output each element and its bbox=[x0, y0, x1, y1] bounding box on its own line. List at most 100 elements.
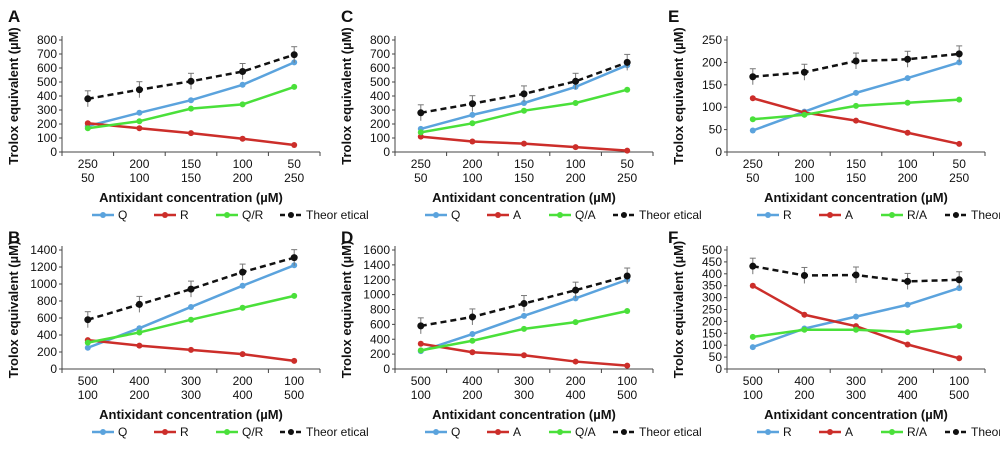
data-point-theor-etical bbox=[187, 285, 195, 293]
y-tick-label: 200 bbox=[37, 117, 57, 131]
x-tick-label-bottom: 50 bbox=[81, 171, 95, 185]
legend-item-theor-etical: Theor etical bbox=[945, 208, 1000, 222]
data-point-q-a bbox=[624, 86, 631, 93]
data-point-q-a bbox=[417, 129, 424, 136]
legend-label: A bbox=[513, 208, 521, 222]
legend-item-q-r: Q/R bbox=[216, 208, 264, 222]
legend-label: R bbox=[783, 208, 792, 222]
legend-swatch-marker bbox=[889, 429, 895, 435]
y-tick-label: 800 bbox=[370, 303, 390, 317]
data-point-theor-etical bbox=[239, 68, 247, 75]
x-tick-label-bottom: 200 bbox=[462, 388, 482, 402]
x-tick-label-top: 200 bbox=[898, 374, 918, 388]
data-point-theor-etical bbox=[800, 68, 808, 76]
legend-item-a: A bbox=[819, 208, 853, 222]
legend-swatch-marker bbox=[557, 212, 563, 218]
x-tick-label-top: 100 bbox=[898, 157, 918, 171]
y-tick-label: 300 bbox=[370, 103, 390, 117]
x-axis-title: Antixidant concentration (µM) bbox=[432, 190, 616, 205]
data-point-q-a bbox=[521, 107, 527, 114]
data-point-a bbox=[904, 341, 911, 348]
data-point-a bbox=[572, 144, 579, 151]
x-tick-label-top: 50 bbox=[621, 157, 635, 171]
x-tick-label-bottom: 200 bbox=[898, 171, 918, 185]
data-point-r bbox=[749, 127, 756, 134]
x-tick-label-top: 250 bbox=[411, 157, 431, 171]
x-tick-label-bottom: 200 bbox=[794, 388, 814, 402]
legend-item-a: A bbox=[487, 425, 521, 439]
legend-label: Q bbox=[118, 208, 127, 222]
data-point-a bbox=[572, 358, 579, 365]
x-tick-label-bottom: 400 bbox=[566, 388, 586, 402]
x-tick-label-top: 100 bbox=[949, 374, 969, 388]
x-tick-label-top: 50 bbox=[953, 157, 967, 171]
data-point-r-a bbox=[749, 116, 756, 123]
data-point-r-a bbox=[904, 329, 911, 336]
data-point-q-a bbox=[417, 347, 424, 354]
legend-swatch-marker bbox=[889, 212, 895, 218]
legend-label: R bbox=[783, 425, 792, 439]
data-point-r-a bbox=[904, 99, 911, 106]
legend-swatch-marker bbox=[224, 212, 230, 218]
y-tick-label: 200 bbox=[702, 55, 722, 69]
x-tick-label-bottom: 100 bbox=[743, 388, 763, 402]
legend-label: Theor etical bbox=[971, 425, 1000, 439]
data-point-r-a bbox=[801, 111, 808, 118]
y-tick-label: 700 bbox=[37, 47, 57, 61]
legend-swatch-marker bbox=[433, 212, 439, 218]
data-point-a bbox=[801, 311, 808, 318]
y-tick-label: 600 bbox=[370, 61, 390, 75]
series-line-theor-etical bbox=[87, 256, 295, 321]
legend-swatch-marker bbox=[100, 429, 106, 435]
data-point-q-r bbox=[188, 316, 194, 323]
x-tick-label-top: 100 bbox=[233, 157, 253, 171]
legend-label: Theor etical bbox=[971, 208, 1000, 222]
data-point-q-r bbox=[136, 118, 143, 125]
panel-letter-c: C bbox=[341, 7, 353, 26]
x-axis-title: Antixidant concentration (µM) bbox=[99, 407, 283, 422]
y-tick-label: 1000 bbox=[363, 288, 390, 302]
y-tick-label: 400 bbox=[702, 267, 722, 281]
panel-letter-e: E bbox=[668, 7, 679, 26]
data-point-r-a bbox=[749, 333, 756, 340]
panel-letter-d: D bbox=[341, 228, 353, 247]
legend-item-theor-etical: Theor etical bbox=[613, 425, 702, 439]
y-axis-title: Trolox equivalent (µM) bbox=[339, 27, 354, 165]
y-tick-label: 800 bbox=[37, 33, 57, 47]
legend-item-q-r: Q/R bbox=[216, 425, 264, 439]
x-tick-label-bottom: 500 bbox=[284, 388, 304, 402]
x-tick-label-bottom: 50 bbox=[746, 171, 760, 185]
legend-swatch-marker bbox=[953, 212, 959, 218]
legend-item-theor-etical: Theor etical bbox=[945, 425, 1000, 439]
y-tick-label: 1200 bbox=[363, 273, 390, 287]
legend-item-q: Q bbox=[92, 425, 127, 439]
data-point-r bbox=[749, 344, 756, 351]
x-tick-label-top: 400 bbox=[794, 374, 814, 388]
legend-item-r: R bbox=[154, 208, 189, 222]
data-point-q bbox=[239, 81, 246, 88]
y-tick-label: 100 bbox=[702, 100, 722, 114]
x-tick-label-top: 300 bbox=[846, 374, 866, 388]
y-tick-label: 300 bbox=[37, 103, 57, 117]
data-point-theor-etical bbox=[904, 55, 912, 63]
data-point-q-r bbox=[239, 304, 246, 311]
legend-label: A bbox=[845, 425, 853, 439]
data-point-r bbox=[291, 142, 298, 148]
data-point-r bbox=[136, 342, 143, 349]
y-axis-title: Trolox equivalent (µM) bbox=[339, 241, 354, 379]
y-tick-label: 600 bbox=[370, 317, 390, 331]
data-point-r bbox=[188, 346, 194, 353]
data-point-theor-etical bbox=[955, 276, 963, 284]
data-point-q-r bbox=[136, 329, 143, 336]
legend-item-r: R bbox=[757, 208, 792, 222]
x-tick-label-top: 150 bbox=[846, 157, 866, 171]
data-point-theor-etical bbox=[520, 300, 528, 308]
data-point-theor-etical bbox=[904, 277, 912, 285]
data-point-a bbox=[904, 129, 911, 136]
legend-swatch-marker bbox=[621, 212, 627, 218]
